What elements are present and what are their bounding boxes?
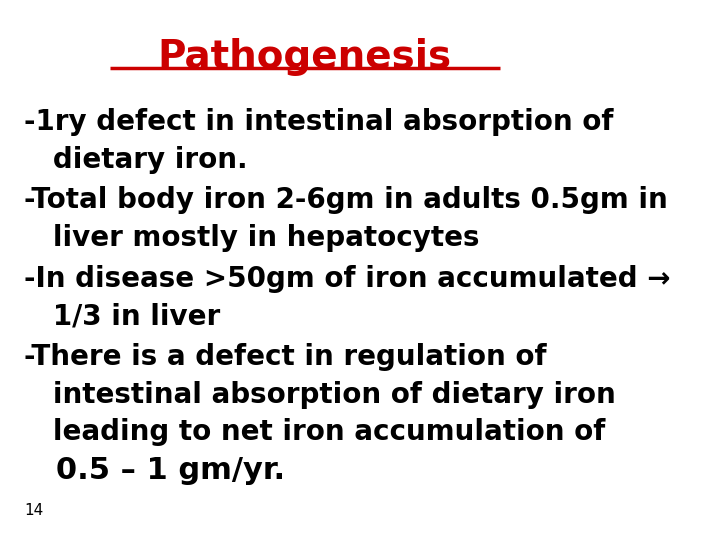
Text: 0.5 – 1 gm/yr.: 0.5 – 1 gm/yr. bbox=[24, 456, 286, 485]
Text: 1/3 in liver: 1/3 in liver bbox=[24, 302, 220, 330]
Text: -Total body iron 2-6gm in adults 0.5gm in: -Total body iron 2-6gm in adults 0.5gm i… bbox=[24, 186, 668, 214]
Text: -1ry defect in intestinal absorption of: -1ry defect in intestinal absorption of bbox=[24, 108, 614, 136]
Text: leading to net iron accumulation of: leading to net iron accumulation of bbox=[24, 418, 606, 447]
Text: -There is a defect in regulation of: -There is a defect in regulation of bbox=[24, 343, 547, 371]
Text: -In disease >50gm of iron accumulated →: -In disease >50gm of iron accumulated → bbox=[24, 265, 671, 293]
Text: Pathogenesis: Pathogenesis bbox=[158, 38, 451, 76]
Text: dietary iron.: dietary iron. bbox=[24, 146, 248, 174]
Text: liver mostly in hepatocytes: liver mostly in hepatocytes bbox=[24, 224, 480, 252]
Text: 14: 14 bbox=[24, 503, 44, 518]
Text: intestinal absorption of dietary iron: intestinal absorption of dietary iron bbox=[24, 381, 616, 409]
